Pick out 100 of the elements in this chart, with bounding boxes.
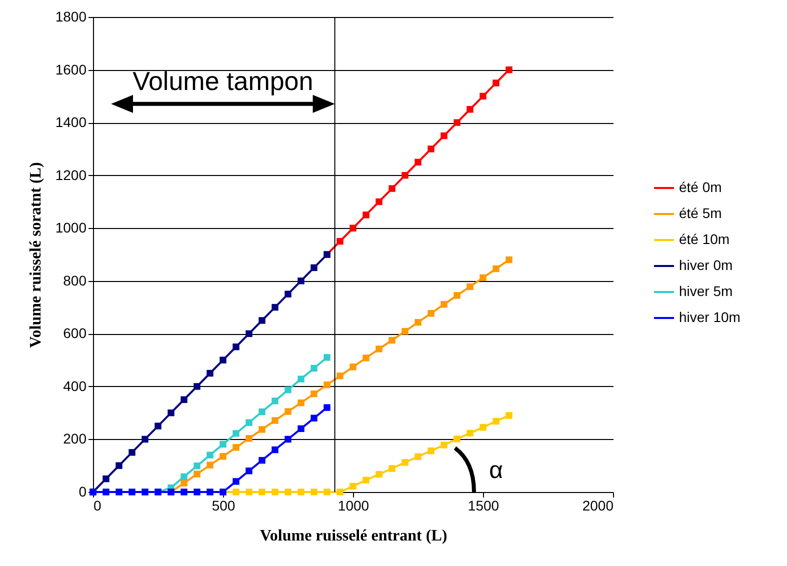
point — [194, 470, 200, 478]
point — [154, 422, 162, 430]
point — [180, 473, 188, 480]
point — [454, 292, 460, 299]
point — [246, 419, 252, 426]
point — [440, 442, 448, 448]
point — [194, 462, 200, 470]
annotation: Volume tampon — [132, 66, 314, 96]
point — [220, 356, 226, 364]
point — [310, 390, 318, 398]
x-tick-label: 2000 — [582, 498, 614, 514]
point — [388, 465, 396, 472]
point — [258, 426, 266, 433]
point — [362, 476, 370, 484]
point — [506, 66, 512, 74]
point — [362, 212, 370, 218]
y-tick-label: 800 — [63, 272, 87, 288]
point — [324, 404, 330, 411]
y-tick-label: 1000 — [55, 220, 87, 236]
point — [336, 372, 344, 380]
y-tick-label: 1600 — [55, 61, 87, 78]
point — [350, 482, 356, 490]
point — [402, 328, 408, 335]
point — [206, 370, 214, 377]
point — [232, 444, 240, 451]
point — [246, 468, 252, 474]
legend-label: hiver 5m — [679, 283, 733, 299]
point — [428, 447, 434, 454]
point — [506, 412, 512, 419]
point — [402, 172, 408, 179]
point — [492, 80, 500, 86]
point — [298, 278, 304, 284]
point — [284, 436, 292, 443]
point — [506, 256, 512, 264]
point — [220, 440, 226, 448]
point — [440, 132, 448, 140]
point — [350, 364, 356, 370]
point — [258, 456, 266, 464]
point — [180, 396, 188, 403]
point — [480, 274, 486, 282]
point — [116, 488, 122, 496]
point — [310, 364, 318, 372]
point — [246, 330, 252, 338]
point — [414, 318, 422, 326]
point — [336, 238, 344, 245]
point — [440, 301, 448, 308]
point — [180, 480, 188, 486]
point — [298, 425, 304, 432]
point — [298, 399, 304, 406]
x-axis-title: Volume ruisselé entrant (L) — [260, 528, 448, 544]
point — [102, 475, 110, 482]
point — [102, 488, 110, 496]
point — [454, 436, 460, 442]
point — [324, 354, 330, 361]
point — [194, 383, 200, 390]
point — [310, 488, 318, 496]
legend-label: été 10m — [679, 231, 730, 247]
x-tick-label: 0 — [94, 498, 102, 514]
point — [454, 119, 460, 126]
legend-label: été 0m — [679, 179, 722, 195]
point — [232, 478, 240, 485]
point — [232, 488, 240, 496]
point — [324, 382, 330, 388]
point — [428, 146, 434, 152]
point — [480, 92, 486, 100]
point — [246, 488, 252, 496]
point — [246, 435, 252, 442]
point — [466, 283, 474, 290]
point — [402, 459, 408, 466]
point — [284, 290, 292, 298]
point — [492, 265, 500, 272]
point — [388, 336, 396, 344]
point — [272, 398, 278, 404]
legend-label: hiver 10m — [679, 309, 740, 325]
y-tick-label: 600 — [63, 325, 87, 342]
point — [116, 462, 122, 469]
point — [128, 488, 136, 496]
point — [376, 346, 382, 352]
point — [284, 408, 292, 415]
point — [194, 488, 200, 496]
point — [466, 106, 474, 113]
point — [168, 409, 174, 416]
point — [272, 488, 278, 496]
point — [206, 462, 214, 468]
point — [466, 430, 474, 437]
y-tick-label: 0 — [78, 484, 87, 500]
point — [414, 158, 422, 166]
point — [232, 430, 240, 437]
point — [336, 488, 344, 496]
y-tick-label: 1400 — [55, 114, 87, 130]
point — [258, 488, 266, 496]
legend-label: hiver 0m — [679, 257, 733, 273]
y-tick-label: 1800 — [55, 8, 87, 24]
point — [492, 418, 500, 425]
point — [128, 449, 136, 456]
point — [388, 185, 396, 192]
point — [206, 488, 214, 496]
point — [142, 436, 148, 443]
point — [310, 414, 318, 422]
point — [414, 453, 422, 460]
